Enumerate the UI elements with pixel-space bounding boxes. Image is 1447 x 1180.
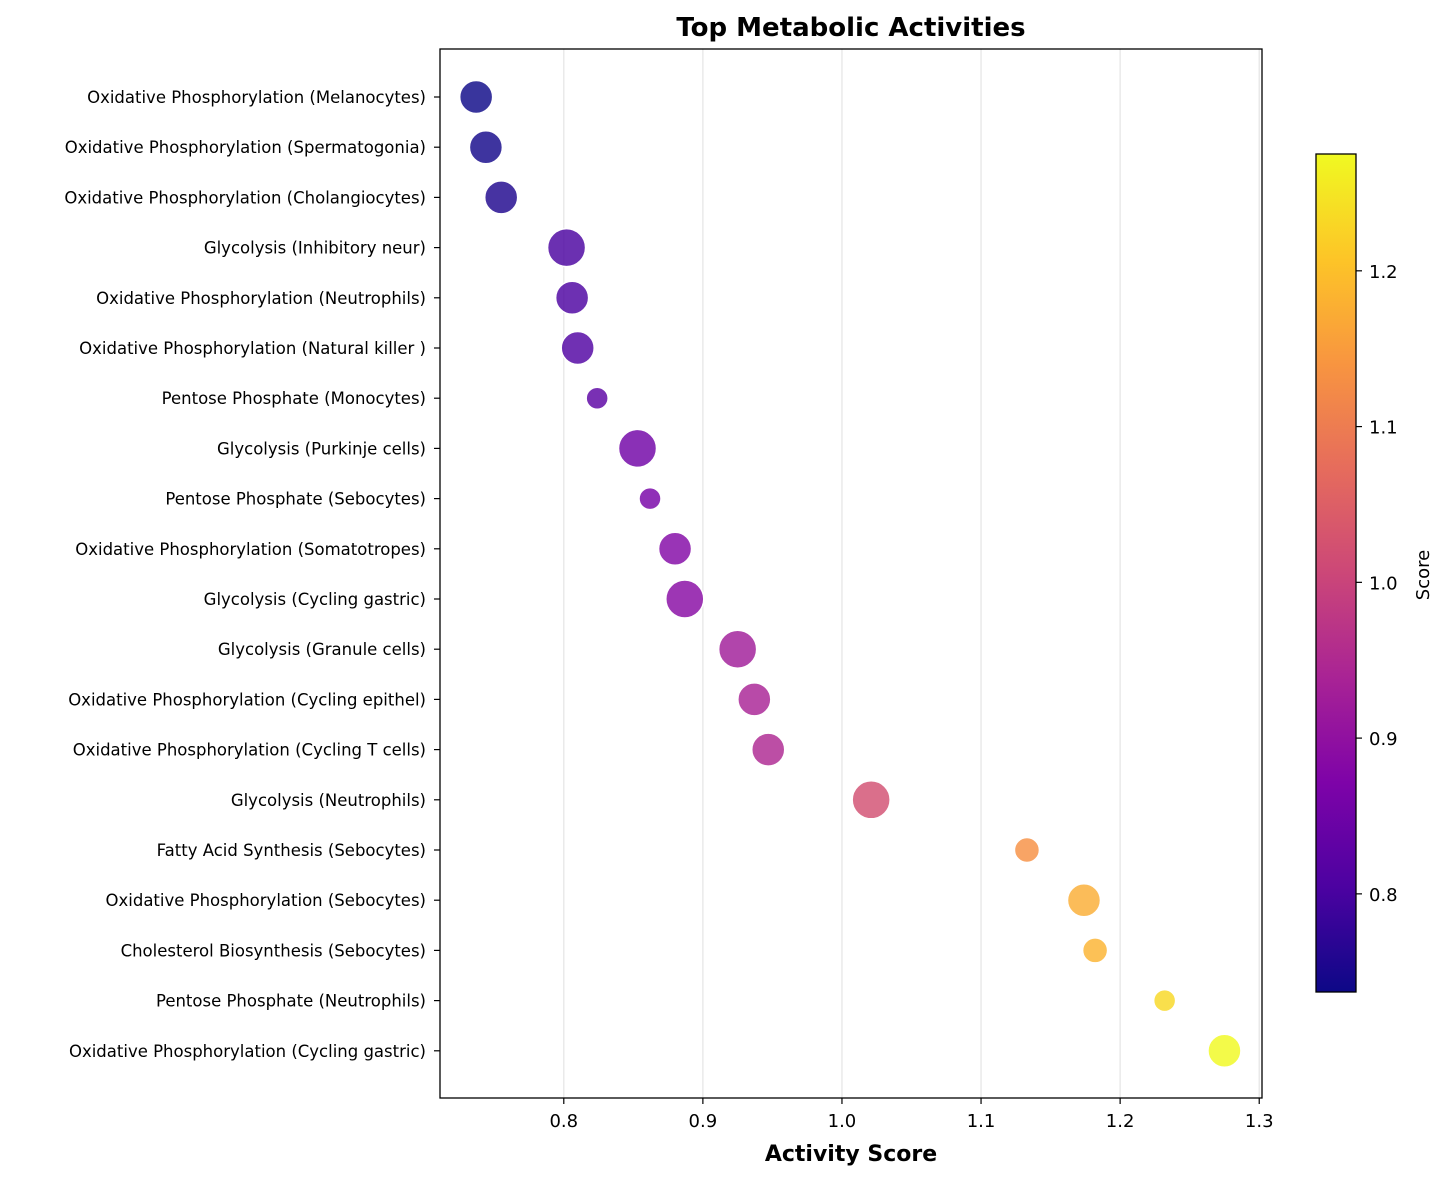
plot-area-frame [439,48,1263,1099]
y-tick-label: Pentose Phosphate (Neutrophils) [156,992,426,1011]
y-tick-label: Oxidative Phosphorylation (Sebocytes) [106,891,426,910]
y-tick-label: Pentose Phosphate (Monocytes) [162,389,426,408]
y-tick-label: Pentose Phosphate (Sebocytes) [165,490,426,509]
data-point [638,486,662,511]
x-tick-label: 1.2 [1106,1111,1135,1132]
y-tick-label: Oxidative Phosphorylation (Spermatogonia… [65,138,426,157]
colorbar-tick-label: 1.1 [1369,418,1398,439]
x-tick-label: 1.1 [967,1111,996,1132]
data-point [617,428,658,469]
data-point [546,227,587,268]
y-tick-label: Fatty Acid Synthesis (Sebocytes) [157,841,426,860]
y-axis: Oxidative Phosphorylation (Melanocytes) O… [64,88,440,1061]
y-tick-label: Cholesterol Biosynthesis (Sebocytes) [121,941,426,960]
gridlines [563,49,1260,1098]
y-tick-label: Oxidative Phosphorylation (Somatotropes) [75,540,426,559]
colorbar-label: Score [1413,550,1434,600]
y-tick-label: Glycolysis (Neutrophils) [231,791,426,810]
data-point [717,629,758,669]
colorbar-tick-label: 0.9 [1369,729,1398,750]
y-tick-label: Oxidative Phosphorylation (Cholangiocyte… [64,188,426,207]
data-point [1152,988,1177,1013]
colorbar: 0.8 0.9 1.0 1.1 1.2 Score [1315,153,1434,993]
y-tick-label: Oxidative Phosphorylation (Cycling gastr… [69,1042,426,1061]
data-point [483,180,519,215]
colorbar-tick-label: 0.8 [1369,885,1398,906]
data-point [554,280,590,316]
y-tick-label: Oxidative Phosphorylation (Cycling T cel… [73,741,426,760]
y-tick-label: Oxidative Phosphorylation (Melanocytes) [87,88,426,107]
colorbar-ticks: 0.8 0.9 1.0 1.1 1.2 [1356,262,1398,906]
data-point [1013,836,1041,864]
data-point [560,330,595,366]
y-tick-label: Glycolysis (Cycling gastric) [204,590,426,609]
y-tick-label: Oxidative Phosphorylation (Neutrophils) [96,289,426,308]
y-tick-label: Glycolysis (Inhibitory neur) [204,239,426,258]
colorbar-tick-label: 1.0 [1369,573,1398,594]
colorbar-tick-label: 1.2 [1369,262,1398,283]
data-point [737,682,772,717]
x-tick-label: 1.3 [1245,1111,1274,1132]
data-point [458,79,494,115]
colorbar-gradient [1315,153,1357,993]
x-tick-label: 0.8 [549,1111,578,1132]
data-point [657,531,693,567]
y-tick-label: Glycolysis (Granule cells) [218,640,426,659]
data-point [665,579,705,619]
data-points [458,79,1242,1069]
data-point [1207,1033,1242,1069]
data-point [851,780,891,820]
y-tick-label: Oxidative Phosphorylation (Natural kille… [79,339,426,358]
data-point [468,129,504,165]
data-point [750,732,786,767]
data-point [1066,882,1102,918]
x-tick-label: 1.0 [828,1111,857,1132]
x-axis-label: Activity Score [765,1142,937,1167]
data-point [585,386,609,410]
y-tick-label: Glycolysis (Purkinje cells) [217,439,426,458]
y-tick-label: Oxidative Phosphorylation (Cycling epith… [68,690,426,709]
data-point [1081,937,1109,964]
x-axis: 0.8 0.9 1.0 1.1 1.2 1.3 [549,1098,1274,1132]
x-tick-label: 0.9 [689,1111,718,1132]
chart-title: Top Metabolic Activities [676,13,1025,43]
